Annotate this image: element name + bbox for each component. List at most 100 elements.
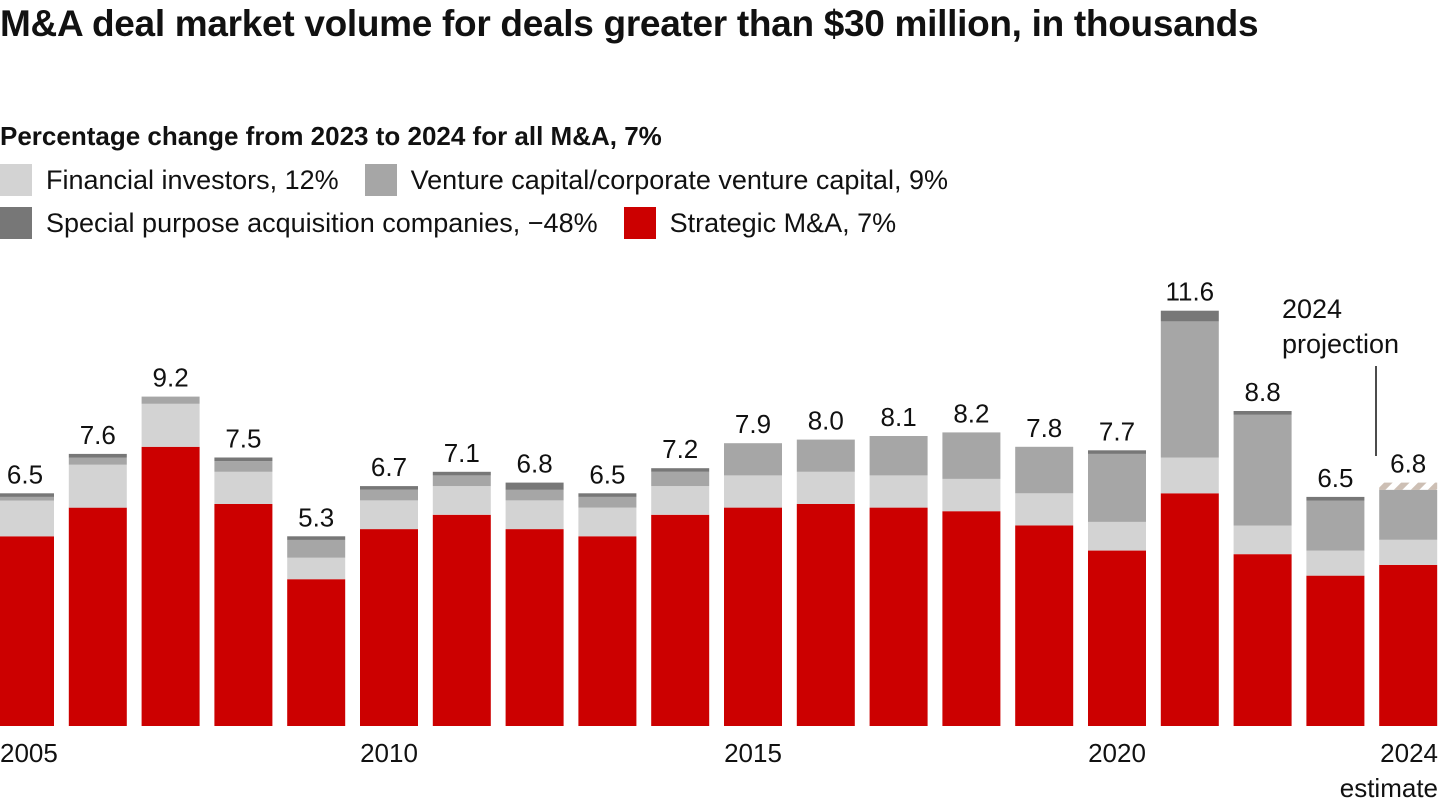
bar-segment-2008-series-1 <box>214 471 273 504</box>
bar-segment-2014-series-0 <box>651 514 710 726</box>
bar-segment-2018-series-0 <box>942 511 1001 726</box>
x-tick-label-2024: 2024 <box>1380 738 1438 768</box>
legend-label-strategic: Strategic M&A, 7% <box>669 207 897 238</box>
bar-segment-2011-series-0 <box>432 514 491 726</box>
bar-total-label-2012: 6.8 <box>517 449 553 479</box>
legend-swatch-financial-investors <box>0 164 32 196</box>
bar-segment-2022-series-2 <box>1233 414 1292 526</box>
projection-note-line-2: projection <box>1282 329 1399 359</box>
chart-title: M&A deal market volume for deals greater… <box>0 3 1259 44</box>
bar-segment-2021-series-2 <box>1160 321 1219 458</box>
bar-segment-2020-series-0 <box>1088 550 1146 726</box>
legend-label-venture-capital: Venture capital/corporate venture capita… <box>410 164 948 195</box>
bar-segment-2010-series-0 <box>360 529 418 726</box>
projection-note-line-1: 2024 <box>1282 294 1342 324</box>
bar-segment-2007-series-2 <box>141 396 200 404</box>
labels-layer: 6.5 7.6 9.2 7.5 5.3 6.7 7.1 6.8 6.5 7.2 7.9 8.0 8.1 8… <box>0 277 1438 803</box>
bar-segment-2005-series-3 <box>0 493 54 497</box>
bar-segment-2013-series-3 <box>578 493 637 497</box>
legend-item-spac: Special purpose acquisition companies, −… <box>0 207 598 239</box>
bar-segment-2022-series-0 <box>1233 554 1292 726</box>
bar-total-label-2006: 7.6 <box>80 420 116 450</box>
bar-segment-2016-series-1 <box>796 471 855 504</box>
chart-subtitle: Percentage change from 2023 to 2024 for … <box>0 121 662 151</box>
legend-row-2: Special purpose acquisition companies, −… <box>0 203 922 243</box>
legend-swatch-spac <box>0 207 32 239</box>
bars-layer <box>0 310 1438 726</box>
bar-segment-2023-series-3 <box>1306 496 1365 501</box>
bar-segment-2010-series-1 <box>360 500 418 530</box>
bar-segment-2008-series-0 <box>214 504 273 726</box>
bar-segment-2012-series-3 <box>505 482 564 490</box>
x-tick-label-2015: 2015 <box>724 738 782 768</box>
x-tick-label-2005: 2005 <box>0 738 58 768</box>
bar-segment-2020-series-2 <box>1088 453 1146 522</box>
bar-segment-2010-series-3 <box>360 486 418 490</box>
bar-segment-2015-series-2 <box>724 443 782 476</box>
bar-total-label-2019: 7.8 <box>1026 413 1062 443</box>
bar-segment-2008-series-3 <box>214 457 273 462</box>
bar-segment-2011-series-1 <box>432 486 491 515</box>
bar-segment-2013-series-1 <box>578 507 637 537</box>
projection-note: 2024 projection <box>1282 294 1399 456</box>
bar-total-label-2011: 7.1 <box>444 438 480 468</box>
legend-item-financial-investors: Financial investors, 12% <box>0 164 339 196</box>
bar-total-label-2010: 6.7 <box>371 452 407 482</box>
bar-segment-2017-series-0 <box>869 507 928 726</box>
bar-segment-2014-series-2 <box>651 471 710 487</box>
bar-segment-2022-series-3 <box>1233 411 1292 415</box>
legend-label-financial-investors: Financial investors, 12% <box>46 164 339 195</box>
bar-segment-2006-series-1 <box>68 464 127 508</box>
bar-total-label-2023: 6.5 <box>1317 463 1353 493</box>
bar-segment-2011-series-3 <box>432 471 491 476</box>
legend-item-venture-capital: Venture capital/corporate venture capita… <box>364 164 948 196</box>
legend-swatch-strategic <box>623 207 656 239</box>
bar-segment-2019-series-0 <box>1015 525 1074 726</box>
bar-segment-2007-series-1 <box>141 403 200 447</box>
bar-segment-2015-series-1 <box>724 475 782 508</box>
bar-total-label-2020: 7.7 <box>1099 416 1135 446</box>
bar-segment-2020-series-3 <box>1088 450 1146 454</box>
bar-segment-2020-series-1 <box>1088 521 1146 551</box>
bar-segment-2023-series-2 <box>1306 500 1365 551</box>
bar-segment-2016-series-2 <box>796 439 855 472</box>
bar-total-label-2014: 7.2 <box>662 434 698 464</box>
bar-total-label-2024: 6.8 <box>1390 449 1426 479</box>
bar-segment-2006-series-2 <box>68 457 127 465</box>
bar-segment-2009-series-1 <box>287 557 346 580</box>
x-tick-label-2010: 2010 <box>360 738 418 768</box>
bar-total-label-2017: 8.1 <box>881 402 917 432</box>
bar-segment-2014-series-1 <box>651 486 710 515</box>
bar-segment-2021-series-3 <box>1160 310 1219 322</box>
bar-segment-2009-series-2 <box>287 539 346 558</box>
bar-segment-2024-series-1 <box>1379 539 1438 565</box>
bar-segment-2005-series-1 <box>0 500 54 537</box>
legend-label-spac: Special purpose acquisition companies, −… <box>46 207 598 238</box>
bar-total-label-2009: 5.3 <box>298 502 334 532</box>
x-tick-label-2020: 2020 <box>1088 738 1146 768</box>
bar-segment-2011-series-2 <box>432 475 491 487</box>
bar-segment-2023-series-1 <box>1306 550 1365 576</box>
bar-segment-2021-series-0 <box>1160 493 1219 726</box>
legend-row-1: Financial investors, 12% Venture capital… <box>0 160 974 200</box>
bar-segment-2007-series-0 <box>141 446 200 726</box>
bar-segment-2012-series-0 <box>505 529 564 726</box>
bar-segment-2018-series-2 <box>942 432 1001 479</box>
bar-segment-2015-series-0 <box>724 507 782 726</box>
bar-segment-2019-series-2 <box>1015 446 1074 494</box>
bar-total-label-2015: 7.9 <box>735 409 771 439</box>
bar-segment-2005-series-0 <box>0 536 54 726</box>
bar-total-label-2005: 6.5 <box>7 459 43 489</box>
bar-segment-2021-series-1 <box>1160 457 1219 494</box>
bar-total-label-2018: 8.2 <box>953 398 989 428</box>
bar-segment-2018-series-1 <box>942 479 1001 512</box>
bar-total-label-2008: 7.5 <box>225 424 261 454</box>
bar-segment-2005-series-2 <box>0 496 54 501</box>
bar-segment-2017-series-2 <box>869 436 928 476</box>
bar-segment-2014-series-3 <box>651 468 710 472</box>
bar-segment-2012-series-2 <box>505 489 564 501</box>
legend-swatch-venture-capital <box>364 164 397 196</box>
bar-segment-2017-series-1 <box>869 475 928 508</box>
bar-segment-2008-series-2 <box>214 461 273 472</box>
bar-total-label-2007: 9.2 <box>153 363 189 393</box>
